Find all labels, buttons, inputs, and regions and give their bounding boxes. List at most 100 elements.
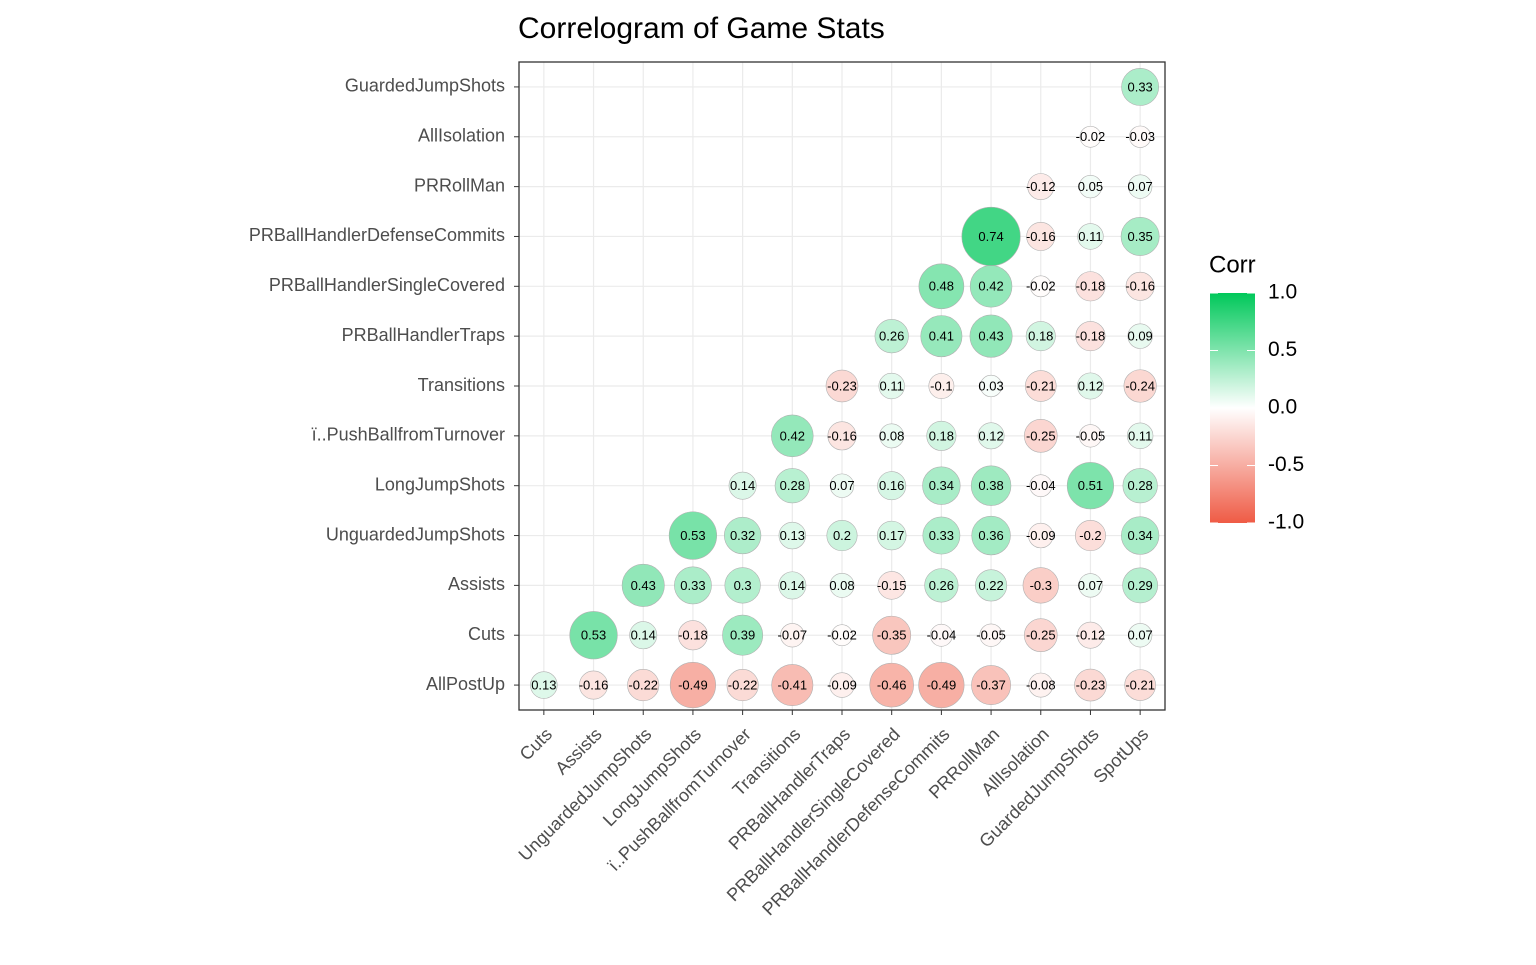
value-label: 0.17	[879, 528, 904, 543]
corr-circle	[922, 466, 961, 505]
corr-circle	[1029, 275, 1052, 298]
value-label: -0.08	[1026, 678, 1056, 693]
corr-circle	[530, 671, 558, 699]
y-tick-label: AllPostUp	[426, 674, 505, 694]
value-label: -0.02	[1026, 279, 1056, 294]
value-label: 0.18	[1028, 329, 1053, 344]
value-label: -0.16	[1026, 229, 1056, 244]
corr-circle	[780, 623, 805, 648]
corr-circle	[928, 373, 955, 399]
value-label: -0.09	[827, 678, 857, 693]
corr-circle	[1077, 621, 1104, 649]
value-label: 0.12	[1078, 378, 1103, 393]
value-label: 0.43	[631, 578, 656, 593]
corr-circle	[872, 615, 912, 655]
corr-circle	[1128, 623, 1153, 648]
value-label: 0.11	[1128, 428, 1152, 443]
corr-circle	[1078, 424, 1103, 448]
value-label: 0.22	[978, 578, 1003, 593]
corr-circle	[1023, 618, 1058, 653]
corr-circle	[918, 263, 965, 310]
corr-circle	[1066, 462, 1115, 510]
value-label: -0.12	[1076, 628, 1106, 643]
corr-circle	[1075, 321, 1106, 352]
value-label: 0.33	[929, 528, 954, 543]
corr-circle	[1025, 321, 1056, 352]
corr-circle	[877, 571, 906, 600]
value-label: 0.33	[1127, 79, 1152, 94]
corr-circle	[1126, 422, 1154, 450]
value-label: -0.3	[1030, 578, 1052, 593]
corr-circle	[1122, 468, 1158, 504]
corr-circle	[825, 369, 859, 403]
corr-circle	[778, 521, 806, 550]
corr-circle	[722, 614, 764, 656]
value-label: 0.48	[929, 279, 954, 294]
value-label: 0.11	[880, 378, 904, 393]
chart-title: Correlogram of Game Stats	[518, 12, 885, 45]
corr-circle	[723, 516, 762, 555]
value-label: -0.18	[678, 628, 708, 643]
value-label: 0.18	[929, 428, 954, 443]
colorbar-tick-label: 0.5	[1268, 338, 1297, 361]
value-label: -0.18	[1076, 329, 1106, 344]
value-label: 0.07	[1078, 578, 1103, 593]
value-label: 0.41	[929, 329, 954, 344]
value-label: -0.49	[927, 678, 957, 693]
value-label: 0.36	[978, 528, 1003, 543]
corr-circle	[970, 465, 1012, 506]
value-label: -0.23	[827, 378, 857, 393]
corr-circle	[674, 566, 712, 605]
corr-circle	[1029, 474, 1053, 498]
corr-circle	[726, 669, 759, 702]
corr-circle	[1123, 369, 1157, 403]
corr-circle	[1077, 372, 1104, 400]
value-label: -0.16	[827, 428, 857, 443]
legend-title: Corr	[1209, 251, 1256, 278]
colorbar-tick-label: -0.5	[1268, 453, 1304, 476]
corr-circle	[1023, 419, 1058, 453]
value-label: -0.35	[877, 628, 907, 643]
value-label: 0.53	[581, 628, 606, 643]
corr-circle	[829, 672, 855, 698]
corr-circle	[827, 421, 857, 451]
value-label: 0.05	[1078, 179, 1103, 194]
corr-circle	[1074, 520, 1106, 552]
corr-circle	[979, 374, 1003, 398]
y-tick-label: Cuts	[468, 624, 505, 644]
value-label: 0.14	[730, 478, 755, 493]
value-label: -0.23	[1076, 678, 1106, 693]
value-label: 0.28	[1127, 478, 1152, 493]
corr-circle	[627, 669, 660, 702]
corr-circle	[1074, 668, 1107, 702]
corr-circle	[918, 662, 965, 709]
corr-circle	[961, 206, 1021, 267]
value-label: -0.2	[1079, 528, 1101, 543]
corr-circle	[771, 664, 814, 707]
value-label: 0.3	[734, 578, 752, 593]
corr-circle	[1129, 125, 1152, 148]
corr-circle	[874, 319, 909, 354]
corr-circle	[1075, 271, 1106, 302]
value-label: -0.41	[777, 678, 807, 693]
corr-circle	[1121, 516, 1160, 555]
corr-circle	[971, 515, 1011, 556]
y-tick-label: PRBallHandlerTraps	[342, 325, 505, 345]
value-label: -0.18	[1076, 279, 1106, 294]
value-label: 0.12	[978, 428, 1003, 443]
corr-circle	[829, 573, 855, 598]
value-label: -0.05	[1076, 428, 1106, 443]
colorbar-tick-label: -1.0	[1268, 511, 1304, 534]
corr-circle	[920, 315, 963, 358]
corr-circle	[1026, 222, 1056, 251]
value-label: 0.16	[879, 478, 904, 493]
value-label: -0.22	[628, 678, 658, 693]
colorbar-tick-label: 1.0	[1268, 281, 1297, 304]
corr-circle	[724, 567, 761, 604]
corr-circle	[1120, 217, 1160, 256]
value-label: -0.04	[1026, 478, 1056, 493]
corr-circle	[1078, 175, 1103, 199]
corr-circle	[1121, 68, 1160, 106]
value-label: -0.05	[976, 628, 1006, 643]
corr-circle	[826, 520, 858, 552]
